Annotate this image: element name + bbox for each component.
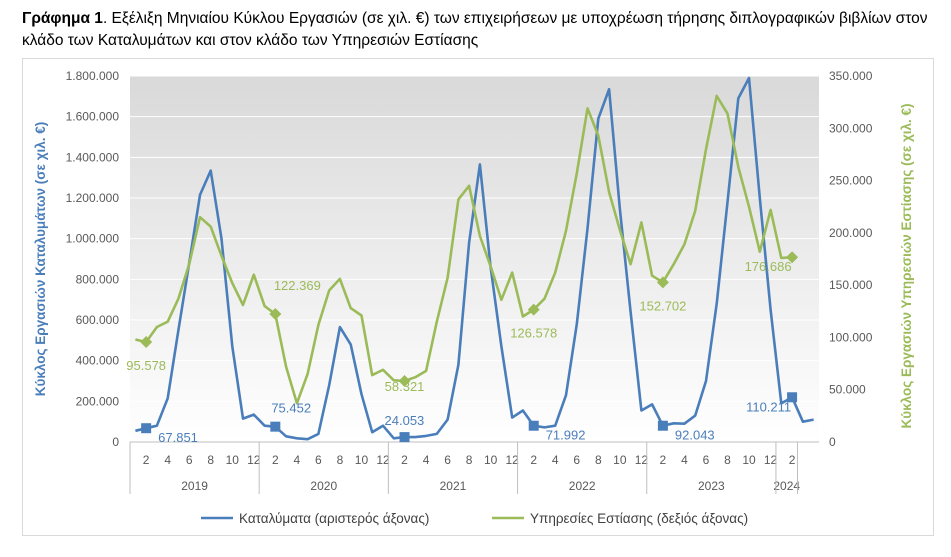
food-services-data-label: 152.702 (639, 298, 686, 313)
right-axis-title: Κύκλος Εργασιών Υπηρεσιών Εστίασης (σε χ… (899, 103, 914, 428)
accommodation-marker (528, 420, 539, 431)
food-services-line (135, 94, 793, 405)
plot-area-background (130, 76, 819, 442)
x-tick-label: 10 (613, 453, 627, 467)
x-year-label: 2021 (440, 479, 467, 493)
left-tick-label: 200.000 (76, 394, 120, 408)
accommodation-marker (787, 392, 798, 403)
x-tick-label: 4 (164, 453, 171, 467)
accommodation-data-label: 110.211 (746, 399, 791, 414)
left-tick-label: 1.000.000 (66, 232, 120, 246)
accommodation-line (135, 76, 814, 441)
food-services-marker (786, 251, 799, 264)
legend-label-food-services: Υπηρεσίες Εστίασης (δεξιός άξονας) (530, 511, 748, 526)
x-tick-label: 12 (635, 453, 649, 467)
food-services-data-label: 95.578 (126, 358, 166, 373)
x-year-label: 2024 (773, 479, 800, 493)
x-tick-label: 6 (444, 453, 451, 467)
x-tick-label: 2 (789, 453, 796, 467)
accommodation-marker (141, 423, 152, 434)
x-tick-label: 6 (703, 453, 710, 467)
series-markers (140, 251, 799, 443)
left-tick-label: 0 (112, 435, 119, 449)
accommodation-data-label: 92.043 (675, 428, 715, 443)
chart-title-text: . Εξέλιξη Μηνιαίου Κύκλου Εργασιών (σε χ… (22, 10, 928, 49)
accommodation-data-label: 24.053 (385, 413, 425, 428)
left-tick-label: 1.400.000 (66, 150, 120, 164)
food-services-marker (656, 276, 669, 289)
left-tick-label: 1.800.000 (66, 69, 120, 83)
accommodation-data-label: 75.452 (271, 401, 311, 416)
accommodation-marker (399, 432, 410, 443)
accommodation-data-label: 71.992 (546, 428, 586, 443)
data-labels: 67.851 75.452 24.053 71.992 92.043 110.211 95.… (126, 259, 791, 445)
chart-title: Γράφημα 1. Εξέλιξη Μηνιαίου Κύκλου Εργασ… (22, 8, 937, 52)
legend-label-accommodation: Καταλύματα (αριστερός άξονας) (239, 511, 429, 526)
x-tick-label: 4 (681, 453, 688, 467)
accommodation-marker (270, 421, 281, 432)
x-tick-label: 8 (207, 453, 214, 467)
left-y-axis: 0 200.000 400.000 600.000 800.000 1.000.000 1.… (66, 69, 120, 449)
x-year-label: 2019 (181, 479, 208, 493)
legend: Καταλύματα (αριστερός άξονας) Υπηρεσίες … (201, 511, 748, 526)
left-tick-label: 1.600.000 (66, 110, 120, 124)
food-services-marker (269, 308, 282, 321)
right-tick-label: 350.000 (829, 69, 873, 83)
food-services-data-label: 176.686 (745, 259, 792, 274)
food-services-data-label: 58.321 (385, 379, 425, 394)
right-y-axis: 0 50.000 100.000 150.000 200.000 250.000 300.0… (829, 69, 873, 449)
right-tick-label: 200.000 (829, 226, 873, 240)
series-lines (135, 76, 814, 441)
right-tick-label: 300.000 (829, 121, 873, 135)
right-tick-label: 250.000 (829, 174, 873, 188)
x-tick-label: 8 (337, 453, 344, 467)
left-tick-label: 400.000 (76, 354, 120, 368)
x-tick-label: 6 (315, 453, 322, 467)
x-tick-label: 12 (247, 453, 261, 467)
x-tick-label: 2 (660, 453, 667, 467)
right-tick-label: 100.000 (829, 330, 873, 344)
x-tick-label: 6 (186, 453, 193, 467)
chart-title-prefix: Γράφημα 1 (22, 10, 103, 27)
x-tick-label: 8 (466, 453, 473, 467)
right-tick-label: 0 (829, 435, 836, 449)
x-tick-label: 4 (552, 453, 559, 467)
x-tick-label: 4 (423, 453, 430, 467)
x-tick-label: 12 (506, 453, 520, 467)
left-tick-label: 800.000 (76, 272, 120, 286)
x-tick-label: 12 (764, 453, 778, 467)
food-services-data-label: 122.369 (274, 278, 321, 293)
x-tick-label: 2 (530, 453, 537, 467)
x-year-label: 2022 (569, 479, 596, 493)
right-tick-label: 50.000 (829, 383, 866, 397)
x-tick-label: 10 (742, 453, 756, 467)
x-tick-label: 6 (573, 453, 580, 467)
x-tick-label: 2 (401, 453, 408, 467)
x-tick-label: 8 (724, 453, 731, 467)
food-services-data-label: 126.578 (510, 326, 557, 341)
x-year-label: 2023 (698, 479, 725, 493)
left-tick-label: 600.000 (76, 313, 120, 327)
x-tick-label: 2 (143, 453, 150, 467)
x-tick-label: 10 (226, 453, 240, 467)
x-tick-label: 10 (484, 453, 498, 467)
x-tick-label: 4 (294, 453, 301, 467)
x-tick-label: 2 (272, 453, 279, 467)
x-tick-label: 12 (376, 453, 390, 467)
x-tick-label: 10 (355, 453, 369, 467)
accommodation-data-label: 67.851 (158, 430, 198, 445)
food-services-marker (527, 303, 540, 316)
accommodation-marker (657, 420, 668, 431)
x-year-label: 2020 (310, 479, 337, 493)
food-services-marker (398, 375, 411, 388)
right-tick-label: 150.000 (829, 278, 873, 292)
grid-lines (130, 75, 819, 402)
x-tick-label: 8 (595, 453, 602, 467)
left-tick-label: 1.200.000 (66, 191, 120, 205)
left-axis-title: Κύκλος Εργασιών Καταλυμάτων (σε χιλ. €) (33, 122, 48, 396)
food-services-marker (140, 336, 153, 349)
